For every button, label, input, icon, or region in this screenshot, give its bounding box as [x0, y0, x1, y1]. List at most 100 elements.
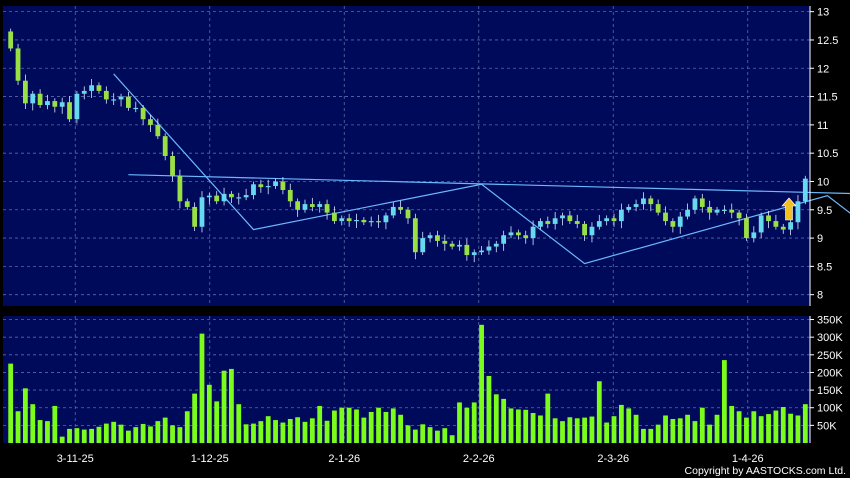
candle-body [265, 186, 271, 188]
volume-bar [714, 414, 720, 443]
volume-bar [265, 416, 271, 443]
candle-body [758, 215, 764, 233]
candle-body [648, 198, 654, 205]
grid-layer [3, 6, 810, 443]
volume-bar [641, 428, 646, 443]
volume-bar [486, 375, 492, 443]
candle-body [162, 136, 168, 156]
candle-body [111, 99, 117, 101]
candle-body [346, 218, 352, 222]
candle-body [589, 226, 595, 236]
volume-bar [324, 420, 330, 443]
price-tick-label: 12 [817, 63, 829, 75]
candle-body [133, 107, 139, 110]
candle-body [67, 102, 72, 120]
candle-body [449, 243, 455, 247]
candle-body [192, 206, 198, 227]
date-tick-label: 2-2-26 [463, 453, 495, 465]
candle-body [177, 175, 183, 202]
candle-body [243, 195, 249, 198]
candle-body [295, 201, 301, 210]
volume-bar [788, 413, 794, 443]
volume-bar [383, 411, 389, 443]
volume-bar [457, 402, 462, 443]
volume-bar [243, 424, 249, 443]
volume-bar [295, 417, 301, 443]
candle-body [530, 226, 536, 239]
candle-body [37, 93, 43, 106]
volume-bar [398, 414, 404, 443]
volume-bar [214, 401, 220, 443]
pattern-lines [113, 73, 850, 265]
volume-bar [37, 420, 43, 443]
candle-body [707, 206, 713, 213]
volume-bar [545, 393, 551, 443]
volume-bar [611, 416, 617, 443]
volume-bar [258, 421, 264, 443]
candle-body [655, 204, 661, 213]
price-tick-label: 13 [817, 7, 829, 19]
volume-bar [390, 408, 396, 443]
volume-bar [729, 405, 735, 443]
volume-tick-label: 200K [817, 367, 843, 379]
candle-body [74, 93, 80, 120]
volume-bar [648, 428, 654, 443]
volume-bar [15, 411, 21, 443]
price-plot-area [3, 6, 810, 306]
candle-body [685, 209, 690, 217]
price-tick-label: 8 [817, 290, 823, 302]
candle-body [8, 31, 14, 49]
candle-body [515, 232, 521, 236]
candle-body [427, 235, 433, 239]
candlesticks [8, 28, 808, 263]
candle-body [611, 218, 617, 222]
candle-body [199, 197, 205, 227]
up-arrow-icon [781, 197, 797, 221]
volume-bar [376, 407, 381, 443]
candle-body [744, 218, 749, 239]
candle-body [361, 219, 367, 223]
candle-body [324, 204, 330, 213]
candle-body [736, 212, 742, 219]
candle-body [523, 235, 529, 239]
candle-body [538, 221, 543, 227]
volume-bar [699, 407, 705, 443]
volume-bar [361, 417, 367, 443]
candle-body [354, 219, 359, 222]
volume-bar [67, 428, 72, 443]
candle-body [96, 85, 102, 91]
volume-bar [795, 415, 801, 443]
volume-bar [780, 407, 786, 443]
volume-bar [148, 426, 153, 443]
volume-bar [574, 418, 580, 443]
volume-bar [552, 418, 558, 443]
candle-body [273, 181, 278, 186]
candle-body [118, 96, 124, 100]
candle-body [376, 221, 381, 223]
candle-body [641, 198, 646, 205]
candle-body [170, 156, 175, 176]
price-tick-label: 10 [817, 176, 829, 188]
candle-body [251, 184, 256, 196]
volume-tick-label: 300K [817, 332, 843, 344]
candle-body [508, 232, 514, 236]
volume-bar [618, 404, 624, 443]
volume-tick-label: 250K [817, 350, 843, 362]
candle-body [560, 215, 565, 219]
volume-bar [692, 421, 698, 443]
volume-bar [52, 405, 58, 443]
volume-bar [22, 388, 28, 443]
volume-bar [170, 425, 175, 443]
candle-body [626, 206, 632, 210]
candle-body [280, 181, 286, 190]
candle-body [89, 85, 95, 91]
candle-body [802, 178, 808, 202]
volume-tick-label: 350K [817, 315, 843, 327]
candle-body [663, 212, 668, 222]
volume-bar [751, 411, 757, 443]
candle-body [677, 216, 683, 227]
volume-bar [420, 424, 426, 443]
candle-body [780, 226, 786, 230]
candle-body [30, 93, 36, 104]
candle-body [479, 250, 484, 253]
